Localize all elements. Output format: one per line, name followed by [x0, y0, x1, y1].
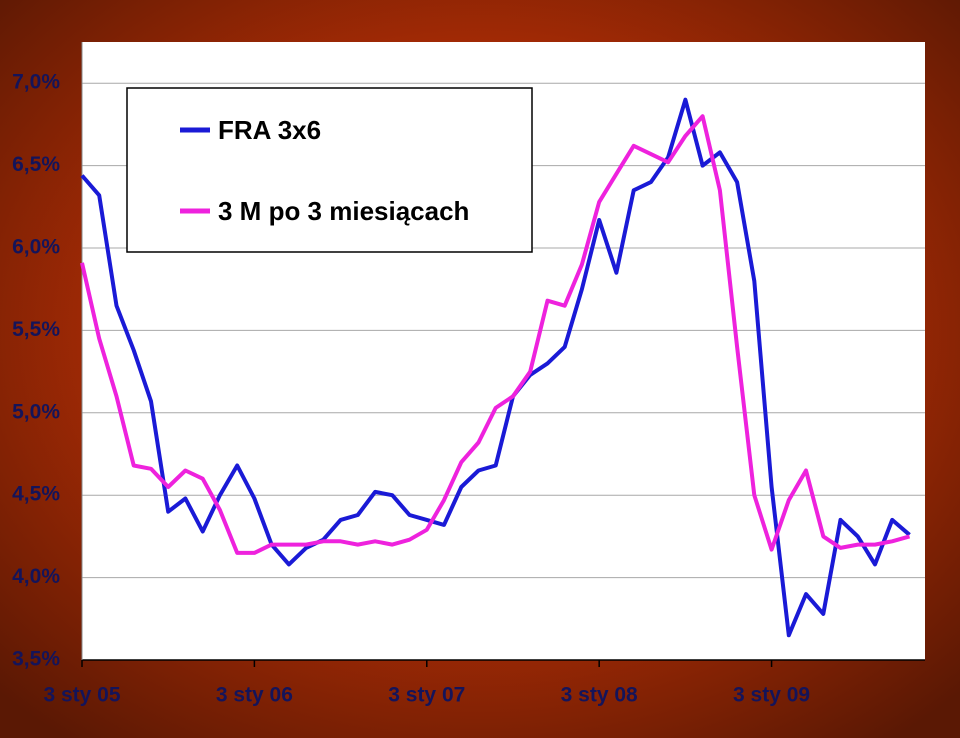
x-tick-label: 3 sty 05: [43, 684, 120, 707]
x-tick-label: 3 sty 06: [216, 684, 293, 707]
x-tick-label: 3 sty 09: [733, 684, 810, 707]
y-tick-label: 6,0%: [12, 236, 60, 259]
y-tick-label: 4,0%: [12, 565, 60, 588]
legend-box: [126, 87, 533, 253]
x-tick-label: 3 sty 07: [388, 684, 465, 707]
y-tick-label: 6,5%: [12, 153, 60, 176]
y-tick-label: 4,5%: [12, 483, 60, 506]
legend-label: 3 M po 3 miesiącach: [218, 196, 469, 226]
y-tick-label: 3,5%: [12, 648, 60, 671]
series-line: [80, 97, 911, 638]
y-tick-label: 7,0%: [12, 71, 60, 94]
series-line: [80, 114, 911, 555]
y-tick-label: 5,0%: [12, 400, 60, 423]
y-tick-label: 5,5%: [12, 318, 60, 341]
x-tick-label: 3 sty 08: [561, 684, 638, 707]
legend-label: FRA 3x6: [218, 115, 321, 145]
